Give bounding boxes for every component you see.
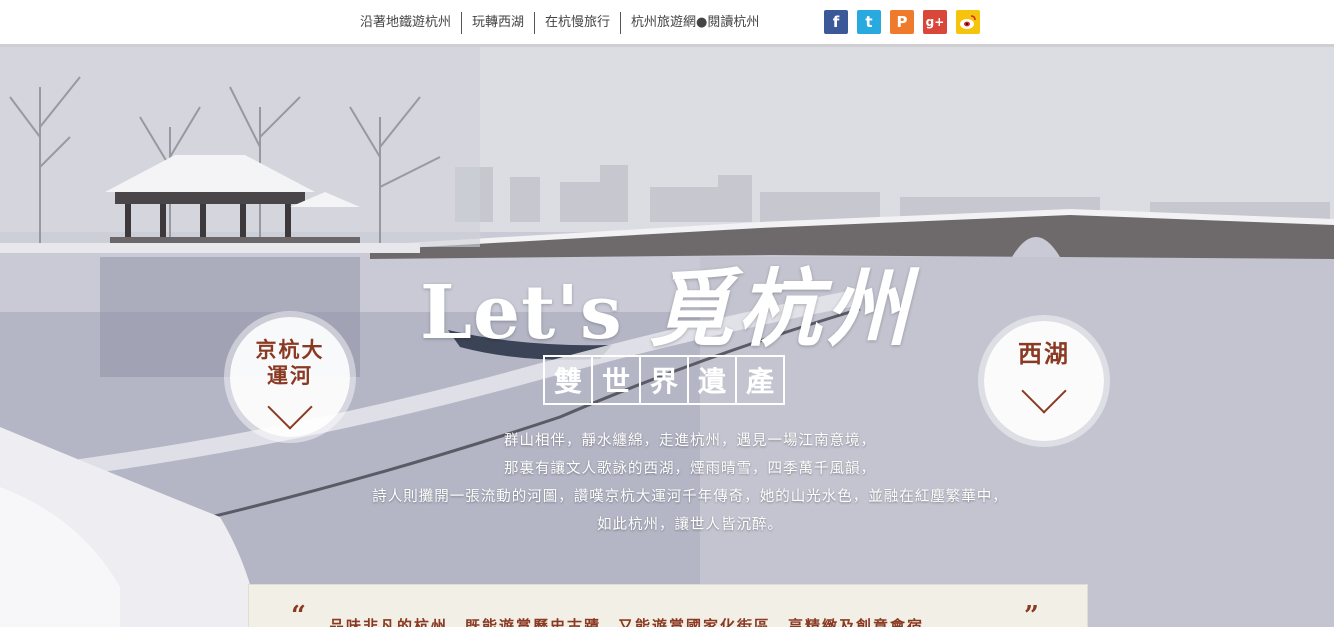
twitter-icon[interactable]: t xyxy=(857,10,881,34)
chevron-down-icon xyxy=(267,384,313,430)
hero-intro-text: 群山相伴，靜水纏綿，走進杭州，遇見一場江南意境， 那裏有讓文人歌詠的西湖，煙雨晴… xyxy=(290,427,1090,539)
close-quote-mark: ” xyxy=(1024,601,1039,627)
plurk-icon[interactable]: P xyxy=(890,10,914,34)
intro-line: 如此杭州，讓世人皆沉醉。 xyxy=(597,517,783,533)
nav-link-hangzhou-travel-net[interactable]: 杭州旅遊網●閱讀杭州 xyxy=(631,15,760,30)
social-links: f t P g+ xyxy=(824,10,980,34)
west-lake-label: 西湖 xyxy=(1018,339,1070,368)
intro-line: 詩人則攤開一張流動的河圖，讚嘆京杭大運河千年傳奇，她的山光水色，並融在紅塵繁華中… xyxy=(372,489,1008,505)
stamp-char: 世 xyxy=(593,357,641,403)
stamp-char: 界 xyxy=(641,357,689,403)
double-world-heritage-stamp: 雙 世 界 遺 產 xyxy=(543,355,785,405)
quote-text: 品味非凡的杭州，既能遊賞歷史古蹟，又能遊賞國家化街區，享精緻及創意會宿 xyxy=(329,617,925,627)
grand-canal-button[interactable]: 京杭大運河 xyxy=(230,317,350,437)
nav-link-slow-travel[interactable]: 在杭慢旅行 xyxy=(535,12,622,34)
facebook-icon[interactable]: f xyxy=(824,10,848,34)
grand-canal-label: 京杭大運河 xyxy=(255,337,325,388)
chevron-down-icon xyxy=(1021,368,1067,414)
top-nav-bar: 沿著地鐵遊杭州 玩轉西湖 在杭慢旅行 杭州旅遊網●閱讀杭州 f t P g+ xyxy=(0,0,1334,47)
intro-line: 那裏有讓文人歌詠的西湖，煙雨晴雪，四季萬千風韻， xyxy=(504,461,876,477)
nav-link-west-lake[interactable]: 玩轉西湖 xyxy=(462,12,536,34)
snowy-west-lake-scene xyxy=(0,47,1334,627)
west-lake-button[interactable]: 西湖 xyxy=(984,321,1104,441)
google-plus-icon[interactable]: g+ xyxy=(923,10,947,34)
hero-title-cn: 覓杭州 xyxy=(649,259,914,358)
main-nav: 沿著地鐵遊杭州 玩轉西湖 在杭慢旅行 杭州旅遊網●閱讀杭州 xyxy=(350,12,769,34)
stamp-char: 雙 xyxy=(545,357,593,403)
quote-panel: “ 品味非凡的杭州，既能遊賞歷史古蹟，又能遊賞國家化街區，享精緻及創意會宿 ” xyxy=(248,584,1088,627)
stamp-char: 遺 xyxy=(689,357,737,403)
weibo-icon[interactable] xyxy=(956,10,980,34)
nav-link-metro[interactable]: 沿著地鐵遊杭州 xyxy=(350,12,463,34)
intro-line: 群山相伴，靜水纏綿，走進杭州，遇見一場江南意境， xyxy=(504,433,876,449)
stamp-char: 產 xyxy=(745,365,774,398)
hero-title: Let's 覓杭州 xyxy=(420,242,913,363)
hero-banner: Let's 覓杭州 雙 世 界 遺 產 群山相伴，靜水纏綿，走進杭州，遇見一場江… xyxy=(0,47,1334,627)
open-quote-mark: “ xyxy=(291,601,306,627)
hero-title-en: Let's xyxy=(420,270,623,356)
